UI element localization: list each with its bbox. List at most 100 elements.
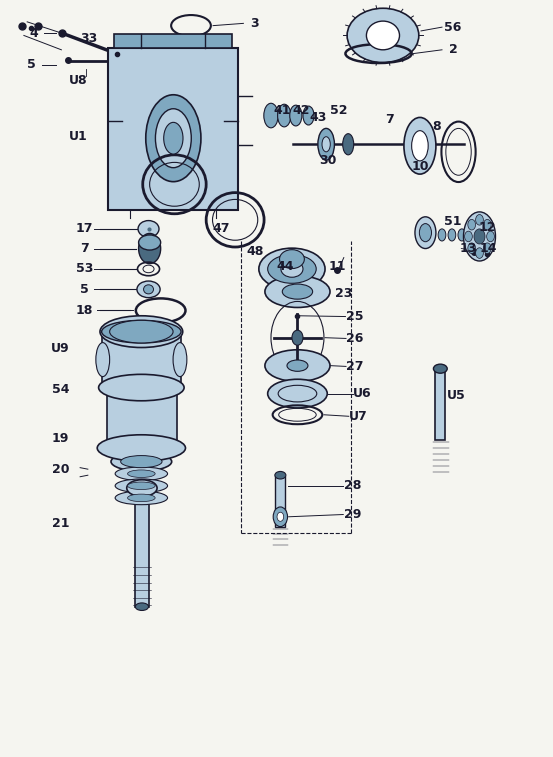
Ellipse shape [100, 316, 182, 347]
Text: 21: 21 [51, 517, 69, 530]
Text: 4: 4 [29, 26, 38, 39]
Ellipse shape [128, 494, 155, 502]
Text: 23: 23 [335, 287, 352, 300]
Circle shape [465, 231, 472, 241]
Text: U5: U5 [446, 388, 465, 402]
Ellipse shape [155, 109, 191, 168]
Ellipse shape [279, 250, 304, 269]
Ellipse shape [265, 350, 330, 382]
Ellipse shape [318, 129, 335, 160]
Text: U1: U1 [69, 130, 87, 143]
Bar [435, 369, 445, 441]
Text: 11: 11 [328, 260, 346, 273]
Text: U8: U8 [69, 73, 87, 86]
Ellipse shape [404, 117, 436, 174]
Ellipse shape [415, 217, 436, 248]
Ellipse shape [290, 105, 302, 126]
Ellipse shape [438, 229, 446, 241]
Text: 18: 18 [76, 304, 93, 317]
Bar [114, 34, 232, 48]
Ellipse shape [278, 104, 291, 127]
Ellipse shape [115, 479, 168, 493]
Text: U6: U6 [353, 387, 371, 400]
Text: 17: 17 [76, 223, 93, 235]
Circle shape [277, 512, 284, 522]
Ellipse shape [144, 285, 154, 294]
Text: 41: 41 [273, 104, 291, 117]
Text: 56: 56 [444, 20, 462, 33]
Text: 33: 33 [80, 32, 97, 45]
Text: 53: 53 [76, 263, 93, 276]
Text: 14: 14 [479, 242, 497, 255]
Ellipse shape [139, 235, 161, 250]
Bar [107, 386, 176, 448]
Ellipse shape [458, 229, 466, 241]
Bar [102, 332, 181, 388]
Text: 7: 7 [385, 113, 394, 126]
Text: 7: 7 [80, 242, 89, 255]
Text: 5: 5 [80, 283, 89, 296]
Bar [275, 476, 285, 528]
Text: 44: 44 [276, 260, 294, 273]
Ellipse shape [173, 343, 187, 377]
Ellipse shape [282, 284, 312, 299]
Ellipse shape [448, 229, 456, 241]
Text: 26: 26 [346, 332, 363, 345]
Ellipse shape [98, 375, 184, 400]
Circle shape [483, 220, 491, 230]
Ellipse shape [411, 131, 428, 161]
Text: 5: 5 [27, 58, 35, 71]
Ellipse shape [115, 467, 168, 481]
Ellipse shape [259, 248, 325, 290]
Text: 29: 29 [344, 508, 361, 521]
Circle shape [476, 214, 483, 225]
Circle shape [474, 229, 485, 244]
Circle shape [487, 231, 494, 241]
Ellipse shape [128, 482, 155, 490]
Text: 13: 13 [460, 242, 477, 255]
Text: 28: 28 [344, 479, 361, 492]
Circle shape [292, 330, 303, 345]
Text: 27: 27 [346, 360, 363, 373]
Text: 12: 12 [478, 221, 496, 234]
Ellipse shape [128, 470, 155, 478]
Text: 8: 8 [432, 120, 441, 133]
Ellipse shape [135, 603, 149, 610]
Ellipse shape [463, 212, 495, 261]
Text: 19: 19 [51, 432, 69, 445]
Text: 25: 25 [346, 310, 363, 323]
Text: 10: 10 [411, 160, 429, 173]
Ellipse shape [322, 137, 330, 152]
Text: 47: 47 [212, 223, 230, 235]
Text: 51: 51 [444, 215, 462, 228]
Ellipse shape [419, 223, 431, 241]
Ellipse shape [287, 360, 308, 372]
Ellipse shape [102, 320, 181, 343]
Ellipse shape [303, 106, 314, 125]
Ellipse shape [434, 364, 447, 373]
Ellipse shape [264, 103, 278, 128]
Text: 48: 48 [247, 245, 264, 258]
Ellipse shape [109, 320, 173, 343]
Circle shape [468, 243, 476, 254]
Ellipse shape [268, 379, 327, 408]
Ellipse shape [268, 254, 316, 283]
Text: 20: 20 [51, 463, 69, 475]
Ellipse shape [97, 435, 185, 461]
Ellipse shape [343, 134, 354, 155]
Text: 30: 30 [319, 154, 336, 167]
Ellipse shape [102, 377, 181, 398]
Ellipse shape [146, 95, 201, 182]
Ellipse shape [347, 8, 419, 63]
Bar [108, 48, 238, 210]
Ellipse shape [111, 452, 171, 471]
Text: 3: 3 [250, 17, 259, 30]
Ellipse shape [164, 123, 183, 154]
Text: U7: U7 [349, 410, 368, 422]
Ellipse shape [138, 220, 159, 237]
Ellipse shape [115, 491, 168, 505]
Text: 52: 52 [330, 104, 347, 117]
Circle shape [468, 220, 476, 230]
Ellipse shape [367, 21, 399, 50]
Text: 42: 42 [293, 104, 310, 117]
